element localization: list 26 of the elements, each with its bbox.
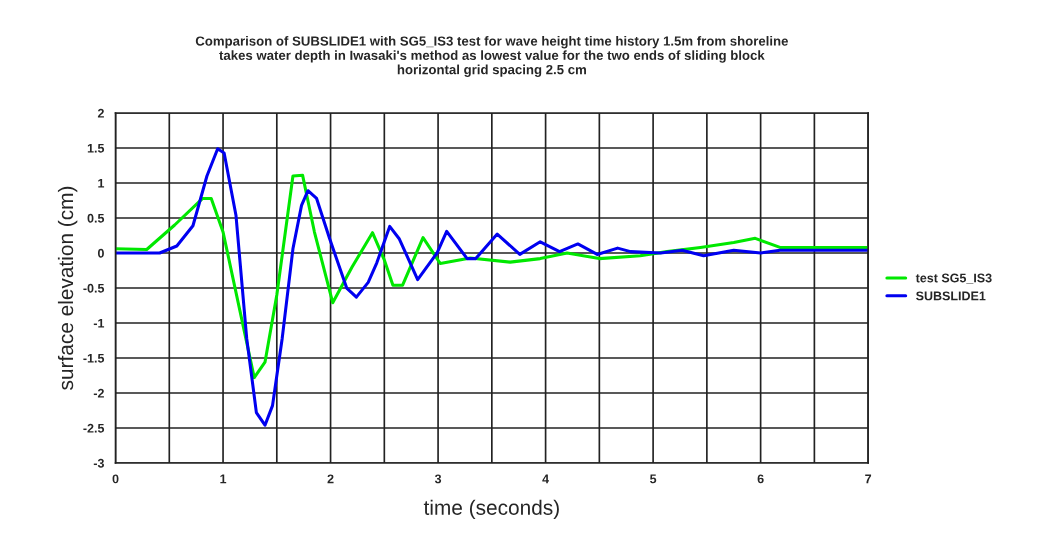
- y-axis-title: surface elevation (cm): [57, 186, 78, 390]
- y-tick-label: 2: [97, 108, 104, 118]
- legend-label: SUBSLIDE1: [916, 291, 986, 301]
- x-tick-label: 7: [865, 474, 872, 484]
- x-tick-label: 5: [650, 474, 657, 484]
- y-tick-label: 1.5: [87, 143, 105, 153]
- y-tick-label: -1: [93, 318, 105, 328]
- x-tick-label: 4: [542, 474, 550, 484]
- y-tick-label: -1.5: [83, 353, 105, 363]
- y-tick-label: 0.5: [87, 213, 105, 223]
- y-tick-label: -3: [93, 458, 104, 468]
- x-tick-label: 0: [112, 474, 119, 484]
- line-series: [115, 147, 869, 427]
- legend-label: test SG5_IS3: [915, 273, 992, 284]
- x-tick-label: 1: [220, 474, 227, 484]
- y-tick-label: -2.5: [83, 423, 105, 433]
- x-tick-label: 6: [757, 474, 764, 484]
- x-tick-label: 3: [434, 474, 442, 484]
- y-tick-label: -0.5: [83, 283, 105, 293]
- line-series: [115, 173, 869, 380]
- x-tick-label: 2: [327, 474, 334, 484]
- y-tick-label: 0: [97, 248, 104, 258]
- chart-title: Comparison of SUBSLIDE1 with SG5_IS3 test for wave height time history 1.5m from shoreline takes water depth in Iwasaki's method as lowest value for the two ends of sliding block horizontal grid spacing 2.5 cm: [195, 36, 788, 77]
- y-tick-label: 1: [98, 178, 105, 188]
- y-tick-label: -2: [93, 388, 104, 398]
- x-axis-title: time (seconds): [423, 499, 559, 520]
